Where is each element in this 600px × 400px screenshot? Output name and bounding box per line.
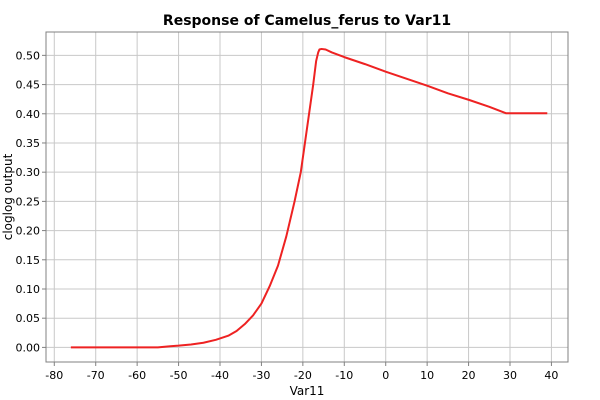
x-tick-label: 30 xyxy=(503,369,517,382)
x-axis-label: Var11 xyxy=(290,384,325,398)
x-tick-label: 10 xyxy=(420,369,434,382)
plot-frame xyxy=(45,31,569,363)
y-tick-label: 0.40 xyxy=(16,108,41,121)
y-tick-label: 0.05 xyxy=(16,312,41,325)
series-line xyxy=(70,47,548,349)
x-tick-labels: -80 -70 -60 -50 -40 -30 -20 -10 0 10 20 30 40 xyxy=(45,369,558,382)
y-tick-label: 0.20 xyxy=(16,225,41,238)
y-tick-label: 0.10 xyxy=(16,283,41,296)
y-tick-labels: 0.00 0.05 0.10 0.15 0.20 0.25 0.30 0.35 0.40 0.45… xyxy=(16,49,41,354)
x-tick-label: 20 xyxy=(462,369,476,382)
x-tick-label: 40 xyxy=(544,369,558,382)
y-tick-label: 0.50 xyxy=(16,49,41,62)
x-tick-label: -80 xyxy=(45,369,63,382)
y-tick-label: 0.15 xyxy=(16,254,41,267)
y-tick-label: 0.35 xyxy=(16,137,41,150)
x-tick-label: 0 xyxy=(382,369,389,382)
x-tick-label: -70 xyxy=(87,369,105,382)
y-tick-label: 0.30 xyxy=(16,166,41,179)
grid xyxy=(46,32,568,362)
x-tick-label: -60 xyxy=(128,369,146,382)
x-tick-label: -20 xyxy=(294,369,312,382)
axis-ticks xyxy=(42,54,552,366)
x-tick-label: -50 xyxy=(170,369,188,382)
y-tick-label: 0.25 xyxy=(16,195,41,208)
chart-title: Response of Camelus_ferus to Var11 xyxy=(163,13,451,29)
x-tick-label: -40 xyxy=(211,369,229,382)
x-tick-label: -30 xyxy=(252,369,270,382)
y-tick-label: 0.00 xyxy=(16,341,41,354)
y-axis-label: cloglog output xyxy=(1,153,15,240)
x-tick-label: -10 xyxy=(335,369,353,382)
y-tick-label: 0.45 xyxy=(16,79,41,92)
